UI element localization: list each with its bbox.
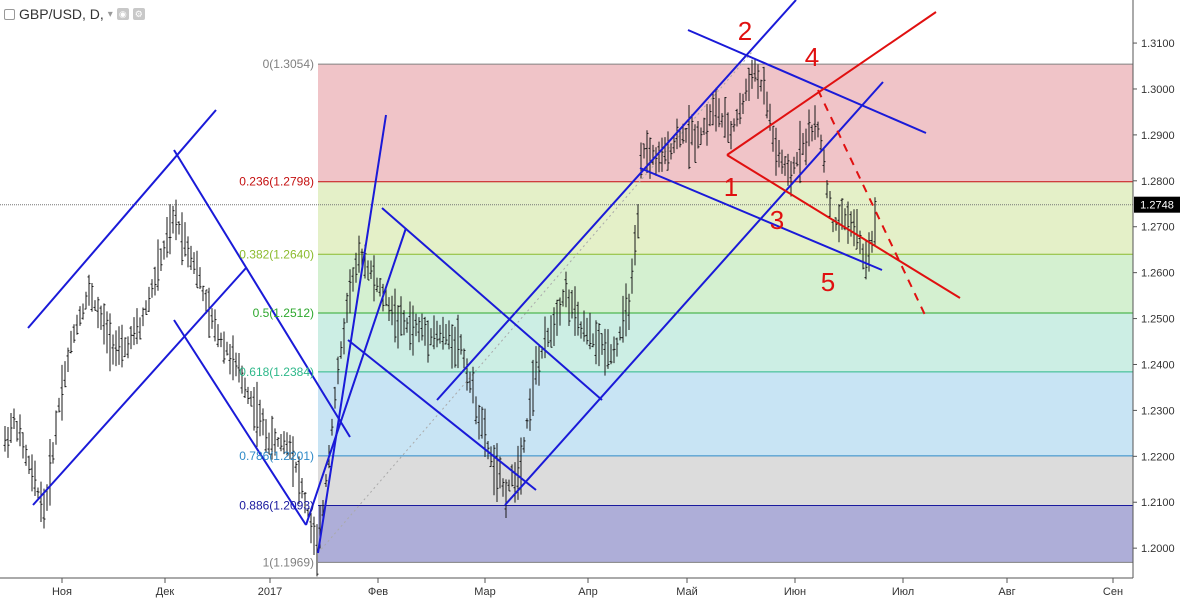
fib-level-label: 0.382(1.2640) [239, 247, 314, 261]
wave-line [726, 154, 961, 299]
wave-labels: 2 4 1 3 5 [724, 16, 835, 297]
fib-diagonal [317, 51, 753, 554]
x-tick-label: Апр [578, 586, 597, 598]
channel-line [173, 149, 351, 438]
wave-lines [726, 11, 961, 316]
channel-line [347, 339, 537, 491]
y-tick-label: 1.2500 [1141, 314, 1175, 326]
y-tick-label: 1.2300 [1141, 405, 1175, 417]
y-tick-label: 1.2800 [1141, 176, 1175, 188]
fib-zone [318, 181, 1133, 255]
x-tick-label: Июл [892, 586, 914, 598]
channel-line [305, 227, 407, 526]
channel-line [639, 167, 883, 271]
fib-level-label: 0.618(1.2384) [239, 365, 314, 379]
channel-line [173, 319, 307, 526]
y-tick-label: 1.2700 [1141, 222, 1175, 234]
gear-icon[interactable]: ⚙ [132, 8, 145, 20]
x-tick-label: Ноя [52, 586, 72, 598]
channel-line [436, 0, 797, 401]
current-price-label: 1.2748 [1140, 200, 1174, 212]
y-tick-label: 1.2900 [1141, 130, 1175, 142]
time-axis[interactable]: Ноя Дек 2017 Фев Мар Апр Май Июн Июл Авг Сен [0, 577, 1180, 600]
x-tick-label: Сен [1103, 586, 1123, 598]
fib-level-label: 0.886(1.2093) [239, 498, 314, 512]
eye-icon[interactable]: ◉ [116, 8, 129, 20]
fib-lines [318, 63, 1133, 563]
wave-line [726, 11, 937, 156]
x-tick-label: Май [676, 586, 698, 598]
y-tick-label: 1.3000 [1141, 84, 1175, 96]
wave-label: 1 [724, 172, 738, 202]
y-tick-label: 1.2100 [1141, 497, 1175, 509]
fib-zone [318, 455, 1133, 506]
wave-label: 3 [770, 205, 784, 235]
symbol-header[interactable]: GBP/USD, D, ▾ ◉ ⚙ [0, 0, 145, 28]
fib-level-label: 0(1.3054) [263, 57, 314, 71]
fib-level-label: 0.786(1.2201) [239, 449, 314, 463]
channel-line [317, 114, 387, 554]
x-tick-label: Фев [368, 586, 388, 598]
fib-zones [318, 64, 1133, 563]
channel-line [504, 81, 884, 506]
channel-line [381, 207, 603, 401]
fib-zone [318, 313, 1133, 372]
x-tick-label: Дек [156, 586, 175, 598]
price-axis[interactable]: 1.3100 1.3000 1.2900 1.2800 1.2700 1.2600 1.25… [1132, 0, 1180, 578]
x-tick-label: Мар [474, 586, 496, 598]
y-tick-label: 1.2000 [1141, 543, 1175, 555]
channel-line [32, 267, 247, 506]
wave-label: 4 [805, 42, 819, 72]
chevron-down-icon[interactable]: ▾ [107, 8, 113, 20]
fib-labels: 0(1.3054) 0.236(1.2798) 0.382(1.2640) 0.5(1… [239, 57, 314, 569]
y-ticks: 1.3100 1.3000 1.2900 1.2800 1.2700 1.2600 1.25… [1133, 38, 1175, 555]
x-tick-label: Авг [998, 586, 1015, 598]
current-price-tag: 1.2748 [1134, 196, 1180, 213]
wave-label: 2 [738, 16, 752, 46]
channel-lines [27, 0, 927, 554]
fib-level-label: 0.5(1.2512) [253, 306, 314, 320]
y-tick-label: 1.2200 [1141, 451, 1175, 463]
x-ticks: Ноя Дек 2017 Фев Мар Апр Май Июн Июл Авг Сен [52, 578, 1123, 598]
wave-projection-dashed [817, 89, 926, 316]
y-tick-label: 1.3100 [1141, 38, 1175, 50]
wave-label: 5 [821, 267, 835, 297]
symbol-label[interactable]: GBP/USD, D, [19, 6, 104, 22]
fib-level-label: 0.236(1.2798) [239, 175, 314, 189]
y-tick-label: 1.2400 [1141, 359, 1175, 371]
fib-zone [318, 371, 1133, 456]
channel-line [687, 29, 927, 134]
symbol-dot-icon [4, 8, 15, 20]
y-tick-label: 1.2600 [1141, 268, 1175, 280]
fib-zone [318, 254, 1133, 314]
x-tick-label: Июн [784, 586, 806, 598]
fib-level-label: 1(1.1969) [263, 555, 314, 569]
channel-line [27, 109, 217, 329]
fib-zone [318, 505, 1133, 563]
x-tick-label: 2017 [258, 586, 282, 598]
